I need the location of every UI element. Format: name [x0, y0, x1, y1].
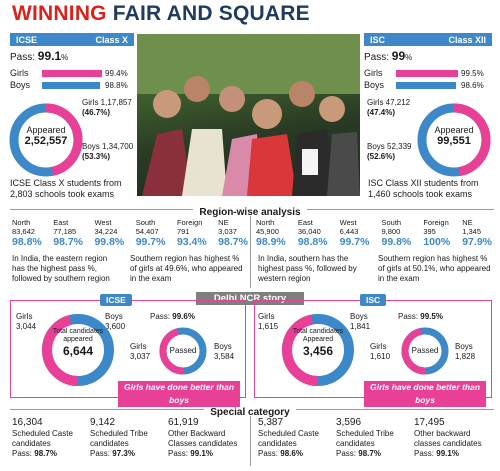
special-title: Special category: [204, 407, 296, 418]
ncr-icse-donut-girls: [42, 314, 114, 386]
isc-appeared-label: Appeared 99,551: [434, 125, 474, 147]
isc-header: ISC Class XII: [364, 33, 492, 46]
icse-donut-girls: [9, 103, 83, 177]
ncr-icse-passed-girls: [159, 327, 207, 375]
isc-panel: ISC Class XII Pass: 99% Girls 99.5% Boys…: [364, 33, 492, 92]
ncr-isc-boys: Boys 1,841: [350, 312, 371, 331]
isc-region-note1: In India, southern has the highest pass …: [258, 254, 357, 283]
isc-appeared-donut: [417, 103, 491, 177]
isc-footnote: ISC Class XII students from 1,460 school…: [368, 178, 479, 199]
icse-region-note2: Southern region has highest % of girls a…: [130, 254, 243, 283]
icse-boys-bar-row: Boys 98.8%: [10, 80, 128, 90]
isc-region-foreign: Foreign 395 100%: [423, 218, 451, 248]
icse-region-east: East 77,185 98.7%: [53, 218, 84, 248]
ncr-title: Delhi NCR story: [196, 292, 304, 305]
isc-region-note2: Southern region has highest % of girls a…: [378, 254, 491, 283]
ncr-icse-passed-girls-text: Girls 3,037: [130, 342, 151, 361]
isc-region-south: South 9,800 99.8%: [381, 218, 412, 248]
isc-boys-bar-row: Boys 98.6%: [364, 80, 484, 90]
ncr-icse-banner: Girls have done better than boys: [118, 381, 240, 407]
isc-region-west: West 6,443 99.7%: [339, 218, 370, 248]
isc-region-north: North 45,900 98.9%: [256, 218, 286, 248]
ncr-isc-passed-label: Passed: [411, 346, 439, 355]
special-item-2: 61,919 Other Backward Classes candidates…: [168, 417, 238, 458]
ncr-icse-total-donut: [42, 314, 114, 386]
icse-header: ICSE Class X: [10, 33, 134, 46]
icse-boys-bar: [42, 82, 100, 89]
ncr-icse-passed-donut: [159, 327, 207, 375]
isc-region-east: East 36,040 98.8%: [297, 218, 328, 248]
icse-girls-bar: [42, 70, 102, 77]
ncr-isc-pass: Pass: 99.5%: [398, 312, 443, 321]
icse-region-south: South 54,407 99.7%: [135, 218, 166, 248]
icse-appeared-donut: [9, 103, 83, 177]
ncr-isc-banner: Girls have done better than boys: [364, 381, 486, 407]
special-vdivider: [250, 416, 251, 466]
headline-part2: FAIR AND SQUARE: [112, 2, 310, 25]
icse-region-ne: NE 3,037 98.7%: [218, 218, 248, 248]
isc-donut-girls: [417, 103, 491, 177]
special-item-3: 5,387 Scheduled Caste candidates Pass: 9…: [258, 417, 319, 458]
region-title-wrap: Region-wise analysis: [0, 202, 500, 220]
ncr-isc-passed-girls-text: Girls 1,610: [370, 342, 391, 361]
ncr-icse-girls: Girls 3,044: [16, 312, 37, 331]
headline-part1: WINNING: [12, 2, 107, 25]
icse-region-west: West 34,224 99.8%: [94, 218, 125, 248]
icse-girls-count: Girls 1,17,857 (46.7%): [82, 98, 132, 117]
icse-region-note1: In India, the eastern region has the hig…: [12, 254, 110, 283]
ncr-isc-girls: Girls 1,615: [258, 312, 279, 331]
ncr-icse-boys: Boys 3,600: [105, 312, 126, 331]
icse-girls-bar-row: Girls 99.4%: [10, 68, 128, 78]
isc-girls-bar: [396, 70, 458, 77]
icse-region-foreign: Foreign 791 93.4%: [176, 218, 207, 248]
ncr-isc-total-donut: [282, 314, 354, 386]
ncr-isc-passed-donut: [401, 327, 449, 375]
icse-footnote: ICSE Class X students from 2,803 schools…: [10, 178, 122, 199]
isc-boys-bar: [396, 82, 456, 89]
special-item-5: 17,495 Other backward classes candidates…: [414, 417, 482, 458]
ncr-icse-pass: Pass: 99.6%: [150, 312, 195, 321]
isc-pass: Pass: 99%: [364, 49, 413, 63]
students-photo: [137, 34, 360, 196]
ncr-isc-donut-girls: [282, 314, 354, 386]
isc-boys-count: Boys 52,339 (52.6%): [367, 142, 412, 161]
icse-regions: North 83,642 98.8% East 77,185 98.7% West 34,…: [12, 218, 248, 248]
icse-boys-count: Boys 1,34,700 (53.3%): [82, 142, 134, 161]
isc-regions: North 45,900 98.9% East 36,040 98.8% West 6,4…: [256, 218, 492, 248]
isc-girls-count: Girls 47,212 (47.4%): [367, 98, 411, 117]
region-title: Region-wise analysis: [193, 207, 307, 218]
isc-region-ne: NE 1,345 97.9%: [462, 218, 492, 248]
icse-pass: Pass: 99.1%: [10, 49, 69, 63]
ncr-icse-passed-boys-text: Boys 3,584: [214, 342, 235, 361]
ncr-isc-passed-boys-text: Boys 1,828: [455, 342, 476, 361]
ncr-icse-tag: ICSE: [100, 294, 132, 306]
ncr-icse-total: Total candidates appeared 6,644: [52, 328, 104, 358]
ncr-isc-tag: ISC: [360, 294, 387, 306]
ncr-isc-total: Total candidates Appeared 3,456: [292, 328, 344, 358]
special-item-1: 9,142 Scheduled Tribe candidates Pass: 9…: [90, 417, 148, 458]
special-item-4: 3,596 Scheduled Tribe candidates Pass: 9…: [336, 417, 394, 458]
ncr-isc-passed-girls: [401, 327, 449, 375]
icse-appeared-label: Appeared 2,52,557: [24, 125, 68, 147]
special-item-0: 16,304 Scheduled Caste candidates Pass: …: [12, 417, 73, 458]
icse-panel: ICSE Class X Pass: 99.1% Girls 99.4% Boy…: [10, 33, 134, 92]
headline: WINNING FAIR AND SQUARE: [12, 2, 310, 26]
region-vdivider: [250, 216, 251, 288]
students-photo-illustration: [137, 34, 360, 196]
isc-girls-bar-row: Girls 99.5%: [364, 68, 484, 78]
special-title-wrap: Special category: [0, 402, 500, 420]
icse-region-north: North 83,642 98.8%: [12, 218, 42, 248]
ncr-icse-passed-label: Passed: [169, 346, 197, 355]
